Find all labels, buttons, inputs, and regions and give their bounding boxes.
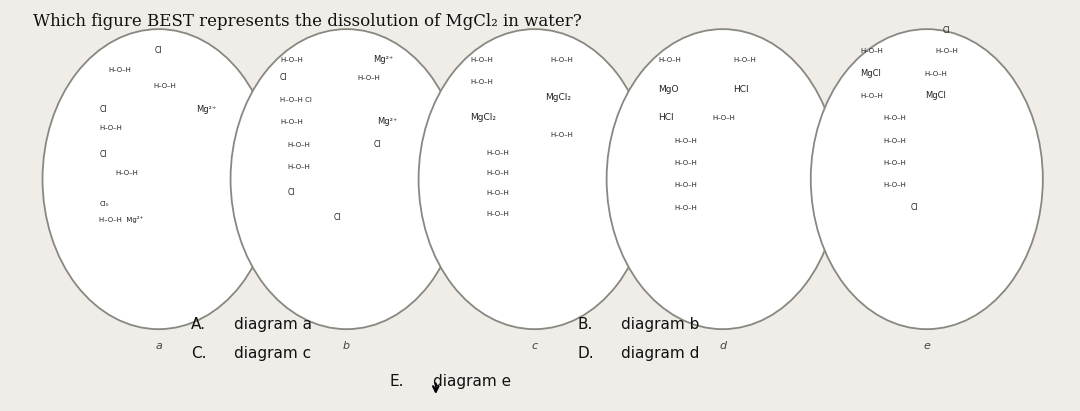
- Text: H–O–H: H–O–H: [116, 170, 138, 176]
- Text: b: b: [343, 341, 350, 351]
- Text: H–O–H: H–O–H: [486, 150, 509, 156]
- Ellipse shape: [42, 29, 274, 329]
- Text: H–O–H: H–O–H: [924, 71, 947, 77]
- Text: d: d: [719, 341, 726, 351]
- Text: H–O–H: H–O–H: [357, 75, 380, 81]
- Text: H–O–H: H–O–H: [674, 182, 698, 188]
- Text: H–O–H: H–O–H: [470, 57, 494, 62]
- Ellipse shape: [230, 29, 462, 329]
- Text: Mg²⁺: Mg²⁺: [377, 118, 397, 127]
- Text: Which figure BEST represents the dissolution of MgCl₂ in water?: Which figure BEST represents the dissolu…: [32, 13, 582, 30]
- Ellipse shape: [811, 29, 1043, 329]
- Text: diagram e: diagram e: [433, 374, 511, 389]
- Text: diagram d: diagram d: [621, 346, 699, 360]
- Text: Mg²⁺: Mg²⁺: [197, 105, 217, 114]
- Text: H–O–H: H–O–H: [108, 67, 131, 73]
- Text: MgCl: MgCl: [860, 69, 881, 78]
- Text: Cl: Cl: [280, 73, 287, 82]
- Text: H–O–H Cl: H–O–H Cl: [280, 97, 312, 103]
- Text: Cl: Cl: [154, 46, 162, 55]
- Text: H–O–H: H–O–H: [287, 142, 310, 148]
- Text: H–O–H: H–O–H: [883, 182, 907, 188]
- Text: H–O–H: H–O–H: [551, 57, 573, 62]
- Text: diagram c: diagram c: [233, 346, 311, 360]
- Text: H–O–H: H–O–H: [733, 57, 756, 62]
- Text: H–O–H  Mg²⁺: H–O–H Mg²⁺: [99, 216, 144, 223]
- Text: Cl: Cl: [99, 150, 107, 159]
- Text: H–O–H: H–O–H: [883, 115, 907, 121]
- Text: H–O–H: H–O–H: [99, 125, 122, 132]
- Text: Cl: Cl: [910, 203, 918, 212]
- Text: H–O–H: H–O–H: [674, 160, 698, 166]
- Text: H–O–H: H–O–H: [658, 57, 681, 62]
- Text: Cl: Cl: [99, 105, 107, 114]
- Text: H–O–H: H–O–H: [935, 48, 958, 55]
- Text: H–O–H: H–O–H: [153, 83, 176, 89]
- Text: MgO: MgO: [658, 85, 678, 94]
- Text: c: c: [531, 341, 538, 351]
- Text: Cl₀: Cl₀: [99, 201, 109, 206]
- Text: Cl: Cl: [287, 188, 295, 197]
- Text: A.: A.: [191, 317, 206, 332]
- Text: Cl: Cl: [943, 26, 950, 35]
- Text: MgCl₂: MgCl₂: [545, 93, 571, 102]
- Text: H–O–H: H–O–H: [280, 120, 302, 125]
- Ellipse shape: [419, 29, 650, 329]
- Text: Mg²⁺: Mg²⁺: [374, 55, 394, 64]
- Text: H–O–H: H–O–H: [674, 138, 698, 144]
- Text: H–O–H: H–O–H: [486, 210, 509, 217]
- Text: H–O–H: H–O–H: [883, 138, 907, 144]
- Text: C.: C.: [191, 346, 206, 360]
- Text: diagram b: diagram b: [621, 317, 699, 332]
- Text: MgCl₂: MgCl₂: [470, 113, 496, 122]
- Text: a: a: [156, 341, 162, 351]
- Text: B.: B.: [578, 317, 593, 332]
- Ellipse shape: [607, 29, 839, 329]
- Text: e: e: [923, 341, 930, 351]
- Text: E.: E.: [390, 374, 404, 389]
- Text: H–O–H: H–O–H: [470, 79, 494, 85]
- Text: H–O–H: H–O–H: [860, 48, 883, 55]
- Text: H–O–H: H–O–H: [712, 115, 734, 121]
- Text: H–O–H: H–O–H: [674, 205, 698, 210]
- Text: HCl: HCl: [733, 85, 750, 94]
- Text: H–O–H: H–O–H: [280, 57, 302, 62]
- Text: H–O–H: H–O–H: [486, 170, 509, 176]
- Text: MgCl: MgCl: [924, 91, 945, 100]
- Text: HCl: HCl: [658, 113, 674, 122]
- Text: H–O–H: H–O–H: [883, 160, 907, 166]
- Text: Cl: Cl: [374, 140, 381, 149]
- Text: H–O–H: H–O–H: [287, 164, 310, 170]
- Text: H–O–H: H–O–H: [551, 132, 573, 138]
- Text: D.: D.: [578, 346, 594, 360]
- Text: H–O–H: H–O–H: [860, 93, 883, 99]
- Text: diagram a: diagram a: [233, 317, 312, 332]
- Text: Cl: Cl: [334, 212, 341, 222]
- Text: H–O–H: H–O–H: [486, 190, 509, 196]
